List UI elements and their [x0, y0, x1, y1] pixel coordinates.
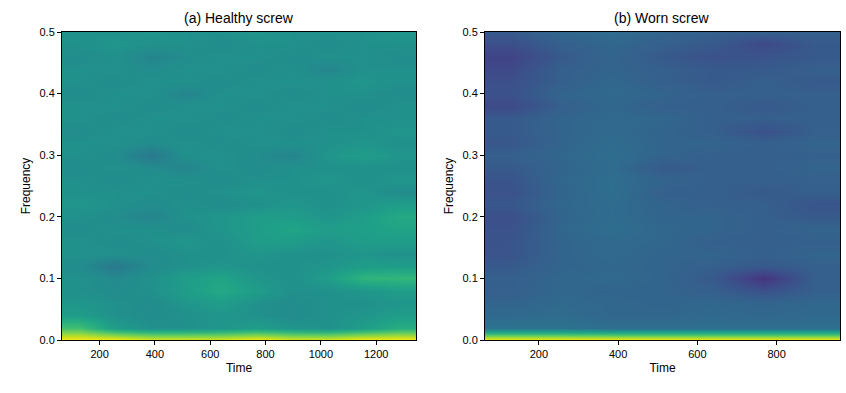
- svg-text:600: 600: [201, 348, 219, 360]
- svg-text:200: 200: [530, 348, 548, 360]
- svg-text:1000: 1000: [309, 348, 333, 360]
- svg-text:(a) Healthy screw: (a) Healthy screw: [184, 10, 294, 26]
- svg-text:Frequency: Frequency: [442, 158, 456, 215]
- svg-text:(b) Worn screw: (b) Worn screw: [614, 10, 710, 26]
- svg-text:400: 400: [609, 348, 627, 360]
- svg-text:0.0: 0.0: [40, 334, 55, 346]
- svg-text:0.4: 0.4: [463, 87, 478, 99]
- svg-text:800: 800: [767, 348, 785, 360]
- svg-text:0.1: 0.1: [40, 272, 55, 284]
- svg-text:0.1: 0.1: [463, 272, 478, 284]
- svg-text:1200: 1200: [364, 348, 388, 360]
- svg-text:0.3: 0.3: [40, 149, 55, 161]
- svg-text:200: 200: [90, 348, 108, 360]
- svg-text:0.0: 0.0: [463, 334, 478, 346]
- svg-text:600: 600: [688, 348, 706, 360]
- svg-text:800: 800: [256, 348, 274, 360]
- svg-text:0.2: 0.2: [463, 211, 478, 223]
- svg-text:Time: Time: [226, 361, 253, 375]
- svg-text:400: 400: [146, 348, 164, 360]
- svg-text:Frequency: Frequency: [19, 158, 33, 215]
- svg-text:0.5: 0.5: [463, 26, 478, 38]
- svg-text:0.5: 0.5: [40, 26, 55, 38]
- svg-text:0.3: 0.3: [463, 149, 478, 161]
- svg-text:0.4: 0.4: [40, 87, 55, 99]
- svg-text:Time: Time: [649, 361, 676, 375]
- svg-text:0.2: 0.2: [40, 211, 55, 223]
